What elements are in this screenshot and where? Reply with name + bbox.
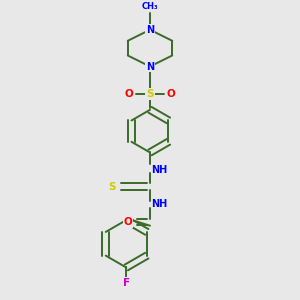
Text: O: O <box>124 89 133 99</box>
Text: N: N <box>146 25 154 35</box>
Text: S: S <box>109 182 116 192</box>
Text: O: O <box>167 89 176 99</box>
Text: N: N <box>146 61 154 71</box>
Text: O: O <box>124 217 132 227</box>
Text: F: F <box>123 278 130 288</box>
Text: NH: NH <box>152 165 168 175</box>
Text: CH₃: CH₃ <box>142 2 158 11</box>
Text: S: S <box>146 89 154 99</box>
Text: NH: NH <box>152 200 168 209</box>
